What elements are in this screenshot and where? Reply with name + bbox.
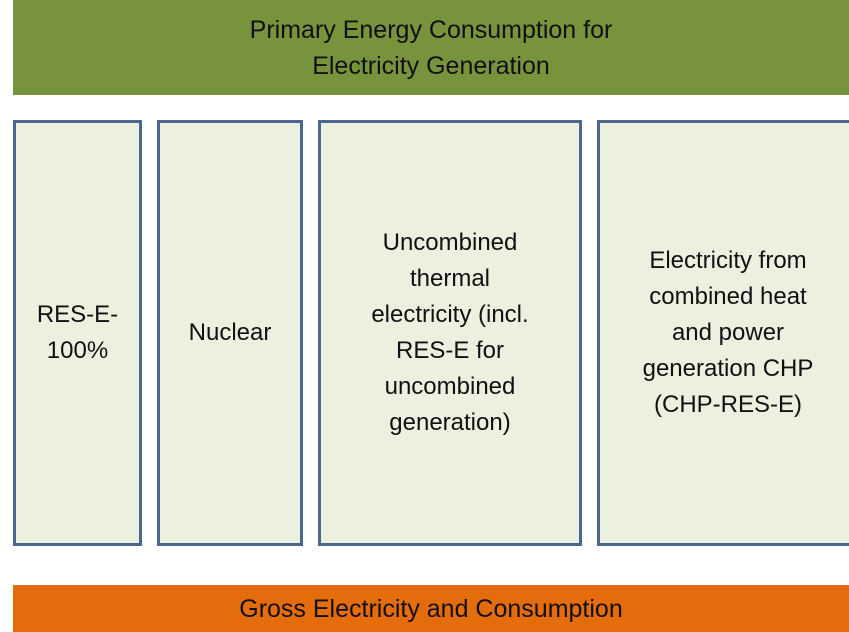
text-line: uncombined	[384, 373, 516, 400]
text-line: electricity (incl.	[371, 301, 529, 328]
text-line: Uncombined	[382, 229, 518, 256]
text-line: Primary Energy Consumption for	[249, 15, 613, 44]
category-box: Electricity from combined heat and power ge…	[597, 120, 849, 546]
text-line: generation CHP	[642, 355, 814, 382]
text-line: 100%	[46, 337, 109, 364]
text-line: Electricity from	[649, 247, 807, 274]
category-box: Nuclear	[157, 120, 303, 546]
text-line: (CHP-RES-E)	[654, 391, 802, 418]
text-line: thermal	[409, 265, 491, 292]
header-bar: Primary Energy Consumption for Electricit…	[13, 0, 849, 95]
category-box: RES-E- 100%	[13, 120, 142, 546]
text-line: combined heat	[649, 283, 807, 310]
category-box: Uncombined thermal electricity (incl. RES-E…	[318, 120, 582, 546]
text-line: Gross Electricity and Consumption	[239, 594, 623, 623]
text-line: and power	[671, 319, 785, 346]
text-line: Nuclear	[188, 319, 272, 346]
footer-bar: Gross Electricity and Consumption	[13, 585, 849, 632]
text-line: Electricity Generation	[312, 51, 550, 80]
text-line: RES-E-	[36, 301, 119, 328]
text-line: RES-E for	[395, 337, 505, 364]
text-line: generation)	[389, 409, 511, 436]
